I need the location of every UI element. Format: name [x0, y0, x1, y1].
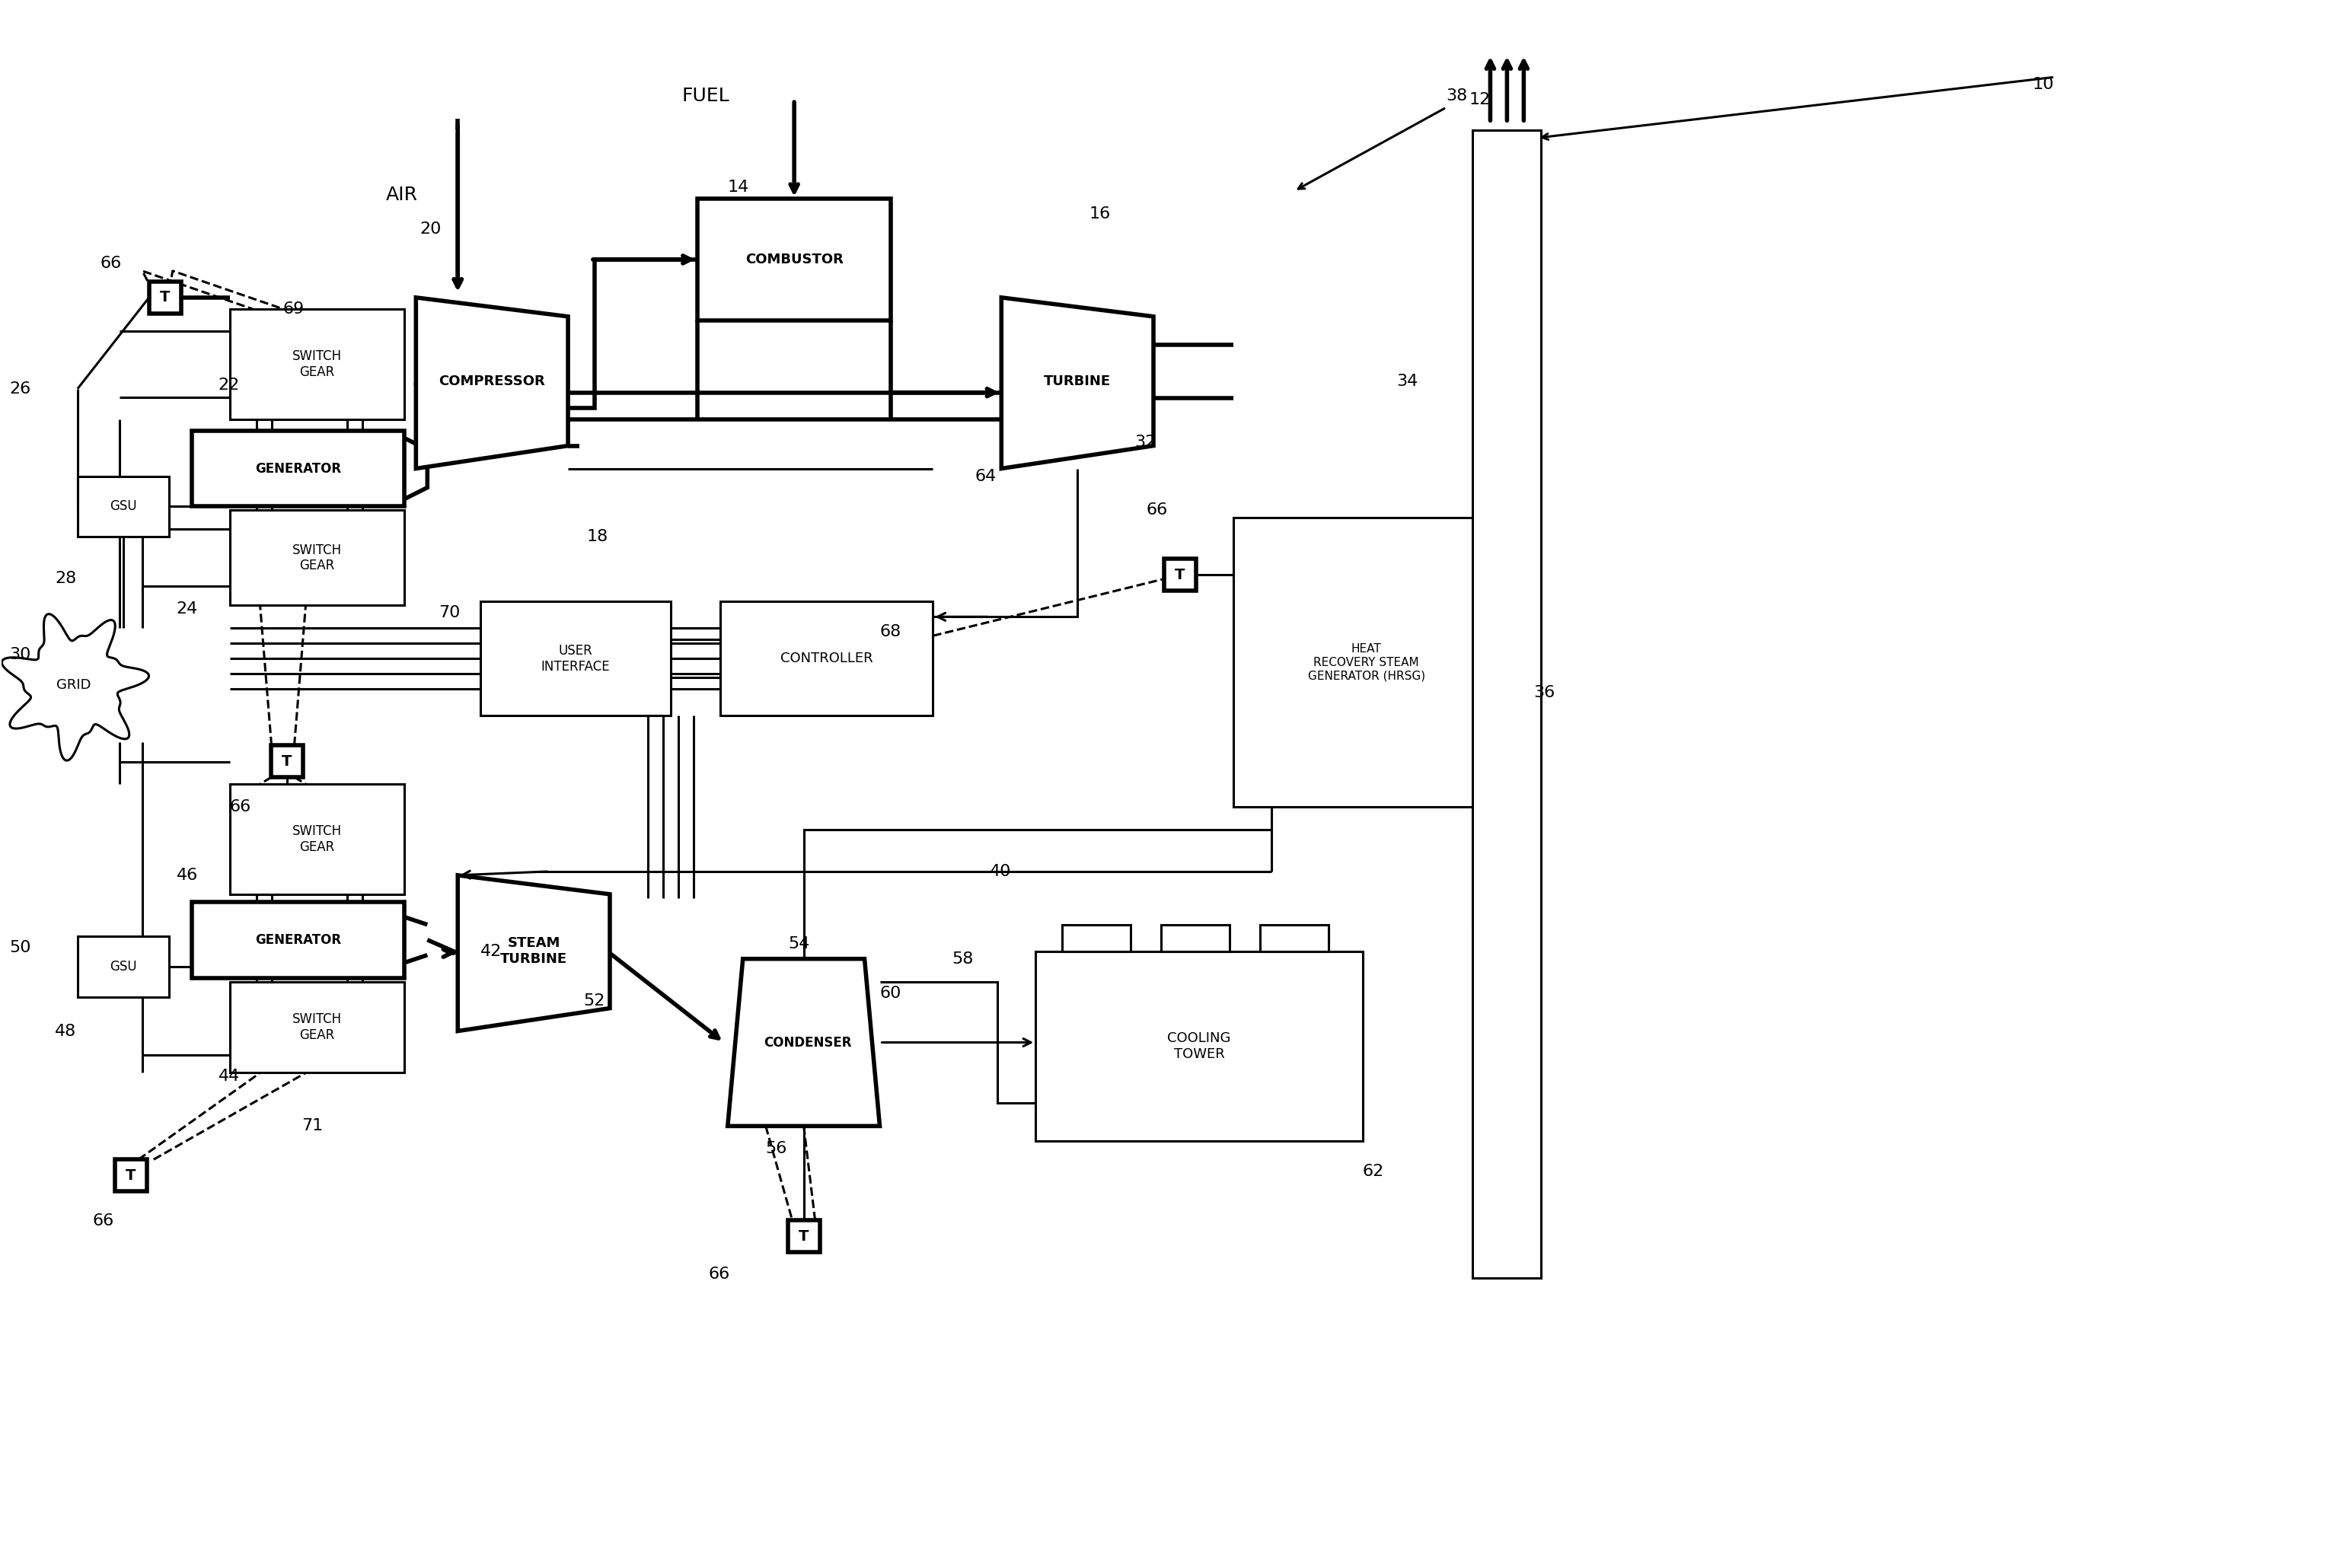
Text: 71: 71 [301, 1118, 324, 1134]
Text: GSU: GSU [110, 960, 138, 974]
Text: 16: 16 [1089, 207, 1110, 221]
Bar [229, 982, 403, 1073]
Text: 60: 60 [879, 985, 902, 1000]
Text: 66: 66 [100, 256, 121, 271]
Text: TURBINE: TURBINE [1045, 375, 1110, 387]
Text: GRID: GRID [56, 679, 91, 691]
Text: 20: 20 [420, 221, 441, 237]
Bar [1161, 925, 1229, 952]
Bar [1259, 925, 1329, 952]
Text: T: T [126, 1168, 135, 1182]
Text: GENERATOR: GENERATOR [254, 461, 340, 475]
Text: 44: 44 [219, 1069, 240, 1083]
Text: GSU: GSU [110, 500, 138, 513]
Text: COMBUSTOR: COMBUSTOR [746, 252, 844, 267]
Text: 30: 30 [9, 648, 30, 662]
Text: 24: 24 [177, 602, 198, 616]
Text: 50: 50 [9, 939, 30, 955]
Text: 58: 58 [951, 952, 972, 966]
Polygon shape [415, 298, 569, 469]
Text: 62: 62 [1362, 1163, 1385, 1179]
Text: CONDENSER: CONDENSER [763, 1035, 851, 1049]
Polygon shape [728, 958, 879, 1126]
Text: T: T [798, 1229, 809, 1243]
Text: USER
INTERFACE: USER INTERFACE [541, 644, 611, 673]
Bar [229, 309, 403, 419]
Text: 64: 64 [975, 469, 996, 485]
Text: 34: 34 [1397, 373, 1418, 389]
Text: CONTROLLER: CONTROLLER [781, 652, 872, 665]
Text: AIR: AIR [385, 185, 417, 204]
Bar [480, 602, 672, 715]
Text: 66: 66 [93, 1214, 114, 1229]
Text: 38: 38 [1446, 88, 1467, 103]
Text: 28: 28 [54, 571, 77, 586]
Bar [697, 199, 891, 320]
Text: T: T [161, 290, 170, 304]
Bar [1035, 952, 1362, 1142]
Bar [1474, 130, 1541, 1278]
Bar [229, 510, 403, 605]
Text: T: T [1175, 568, 1185, 582]
Bar [1061, 925, 1131, 952]
Text: T: T [282, 754, 292, 768]
Text: 66: 66 [1145, 503, 1168, 517]
Text: 66: 66 [229, 800, 252, 814]
Bar [229, 784, 403, 894]
Text: 48: 48 [54, 1024, 77, 1038]
Text: 36: 36 [1534, 685, 1555, 701]
Text: 14: 14 [728, 180, 749, 194]
Text: 56: 56 [765, 1142, 788, 1157]
Text: SWITCH
GEAR: SWITCH GEAR [292, 1013, 343, 1043]
Text: 32: 32 [1133, 434, 1157, 450]
Text: 26: 26 [9, 381, 30, 397]
Bar [191, 431, 403, 506]
Text: 66: 66 [709, 1267, 730, 1283]
Text: COOLING
TOWER: COOLING TOWER [1168, 1032, 1231, 1062]
Bar [271, 745, 303, 778]
Bar [114, 1159, 147, 1192]
Polygon shape [1000, 298, 1154, 469]
Text: 69: 69 [282, 301, 305, 317]
Bar [788, 1220, 819, 1253]
Bar [191, 902, 403, 978]
Text: 22: 22 [219, 378, 240, 392]
Text: SWITCH
GEAR: SWITCH GEAR [292, 825, 343, 855]
Text: GENERATOR: GENERATOR [254, 933, 340, 947]
Text: 10: 10 [2034, 77, 2054, 93]
Text: 40: 40 [991, 864, 1012, 880]
Text: 68: 68 [879, 624, 900, 640]
Polygon shape [457, 875, 611, 1032]
Text: STEAM
TURBINE: STEAM TURBINE [501, 936, 567, 966]
Text: 18: 18 [588, 530, 609, 544]
Text: SWITCH
GEAR: SWITCH GEAR [292, 543, 343, 572]
Bar [77, 936, 168, 997]
Bar [1164, 560, 1196, 591]
Bar [721, 602, 933, 715]
Text: 42: 42 [480, 944, 501, 960]
Text: 46: 46 [177, 867, 198, 883]
Text: SWITCH
GEAR: SWITCH GEAR [292, 350, 343, 379]
Text: 70: 70 [438, 605, 459, 621]
Text: HEAT
RECOVERY STEAM
GENERATOR (HRSG): HEAT RECOVERY STEAM GENERATOR (HRSG) [1308, 643, 1425, 682]
Bar [1234, 517, 1499, 808]
Text: FUEL: FUEL [681, 86, 730, 105]
Text: 12: 12 [1469, 93, 1490, 108]
Text: COMPRESSOR: COMPRESSOR [438, 375, 546, 387]
Bar [77, 477, 168, 536]
Text: 52: 52 [583, 993, 604, 1008]
Text: 54: 54 [788, 936, 809, 952]
Bar [149, 282, 182, 314]
